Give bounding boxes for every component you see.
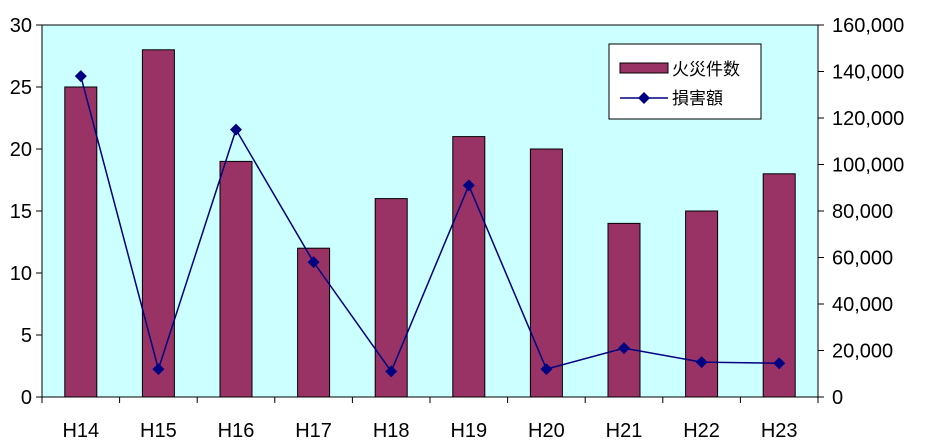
x-tick-label: H19: [450, 420, 487, 442]
left-tick-label: 25: [10, 77, 32, 99]
left-tick-label: 5: [21, 325, 32, 347]
right-tick-label: 0: [832, 387, 843, 409]
right-tick-label: 160,000: [832, 15, 904, 37]
right-tick-label: 60,000: [832, 248, 893, 270]
bar: [64, 86, 98, 398]
x-tick-label: H20: [528, 420, 565, 442]
bar: [685, 210, 719, 398]
x-axis: H14 H15 H16 H17 H18 H19 H20 H21 H22 H23: [41, 397, 819, 442]
left-tick-label: 20: [10, 139, 32, 161]
right-tick-label: 140,000: [832, 62, 904, 84]
line-point: [152, 363, 165, 376]
line-point: [74, 70, 87, 83]
legend-box: [608, 43, 762, 120]
x-tick-label: H21: [606, 420, 643, 442]
line-point: [385, 365, 398, 378]
bar-series: [64, 49, 796, 398]
legend-line-label: 損害額: [672, 89, 723, 109]
legend-bar-label: 火災件数: [672, 60, 740, 80]
bar: [529, 148, 563, 398]
bar: [219, 160, 253, 398]
bar: [452, 136, 486, 398]
line-series: [74, 70, 786, 378]
bar: [607, 222, 641, 398]
line-point: [695, 356, 708, 369]
series-line: [80, 75, 780, 373]
left-tick-label: 10: [10, 263, 32, 285]
right-tick-label: 40,000: [832, 294, 893, 316]
left-axis: 0 5 10 15 20 25 30: [10, 15, 42, 409]
right-tick-label: 20,000: [832, 341, 893, 363]
bar: [297, 247, 331, 398]
right-tick-label: 120,000: [832, 108, 904, 130]
line-point: [307, 256, 320, 269]
line-point: [773, 357, 786, 370]
right-tick-label: 100,000: [832, 155, 904, 177]
line-point: [230, 123, 242, 136]
x-tick-label: H16: [218, 420, 255, 442]
bar: [374, 198, 408, 398]
left-tick-label: 15: [10, 201, 32, 223]
legend-line-marker: [638, 92, 650, 104]
x-tick-label: H22: [683, 420, 720, 442]
legend: 火災件数 損害額: [608, 43, 762, 120]
left-tick-label: 0: [21, 387, 32, 409]
x-tick-label: H14: [62, 420, 99, 442]
line-point: [462, 179, 475, 192]
bar: [141, 49, 175, 398]
x-tick-label: H23: [761, 420, 798, 442]
right-tick-label: 80,000: [832, 201, 893, 223]
x-tick-label: H18: [373, 420, 410, 442]
line-point: [540, 363, 553, 376]
x-tick-label: H17: [295, 420, 332, 442]
left-tick-label: 30: [10, 15, 32, 37]
line-point: [618, 342, 630, 355]
legend-bar-swatch: [619, 62, 669, 74]
right-axis: 0 20,000 40,000 60,000 80,000 100,000 120,000 1…: [818, 15, 904, 409]
x-tick-label: H15: [140, 420, 177, 442]
